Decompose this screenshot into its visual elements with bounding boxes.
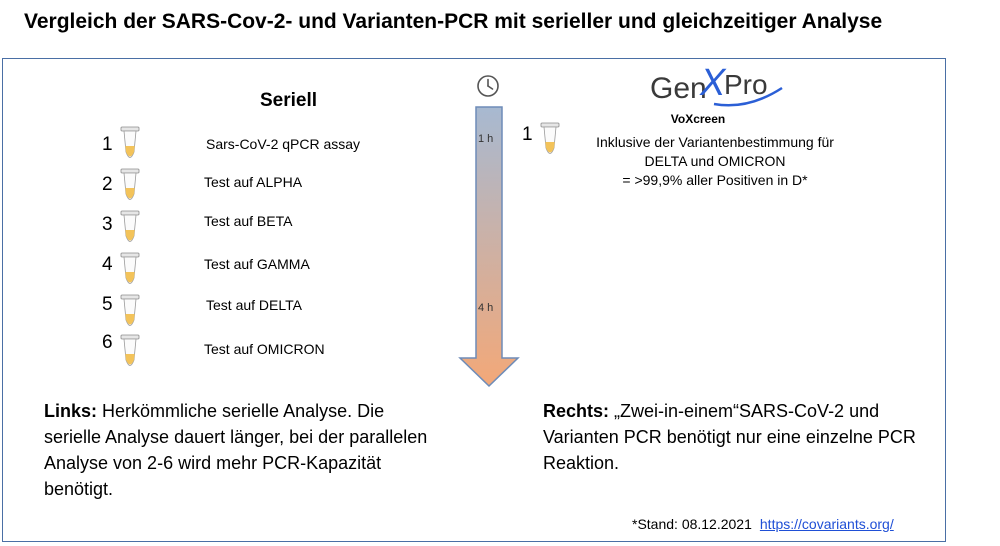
pcr-tube-icon — [540, 122, 560, 154]
serial-item-label: Test auf ALPHA — [204, 174, 303, 190]
serial-item-label: Sars-CoV-2 qPCR assay — [206, 136, 361, 152]
pcr-tube-icon — [120, 294, 140, 326]
serial-item-number: 2 — [102, 174, 113, 195]
timeline-label-end: 4 h — [478, 302, 494, 314]
serial-item-label: Test auf DELTA — [206, 297, 302, 313]
serial-item-number: 5 — [102, 294, 113, 315]
pcr-tube-icon — [120, 334, 140, 366]
pcr-tube-icon — [120, 126, 140, 158]
serial-item-number: 6 — [102, 332, 113, 353]
timeline-label-start: 1 h — [478, 133, 494, 145]
left-note-text: Herkömmliche serielle Analyse. Die serie… — [44, 401, 428, 499]
product-description-line: DELTA und OMICRON — [644, 153, 786, 169]
serial-item-number: 1 — [102, 134, 113, 155]
right-note: Rechts: „Zwei-in-einem“SARS-CoV-2 und Va… — [543, 398, 923, 476]
clock-icon — [477, 75, 499, 97]
right-item-number: 1 — [522, 124, 533, 145]
logo-text-x: X — [699, 64, 727, 104]
logo-text-gen: Gen — [650, 72, 707, 105]
right-note-label: Rechts: — [543, 401, 610, 421]
genxpro-logo: Gen X Pro — [650, 64, 783, 107]
logo-text-pro: Pro — [724, 69, 768, 100]
product-name: VoXcreen — [670, 112, 726, 126]
product-description-line: Inklusive der Variantenbestimmung für — [596, 134, 834, 150]
footnote-link[interactable]: https://covariants.org/ — [759, 516, 894, 532]
pcr-tube-icon — [120, 252, 140, 284]
serial-item-label: Test auf GAMMA — [204, 256, 310, 272]
serial-heading: Seriell — [260, 90, 318, 111]
product-description-line: = >99,9% aller Positiven in D* — [622, 172, 808, 188]
timeline-arrow — [458, 106, 520, 388]
serial-item-number: 3 — [102, 214, 113, 235]
pcr-tube-icon — [120, 168, 140, 200]
pcr-tube-icon — [120, 210, 140, 242]
footnote: *Stand: 08.12.2021 https://covariants.org… — [632, 516, 894, 532]
diagram-frame — [2, 58, 946, 542]
left-note-label: Links: — [44, 401, 98, 421]
right-note-text: „Zwei-in-einem“SARS-CoV-2 und Varianten … — [543, 401, 916, 473]
left-note: Links: Herkömmliche serielle Analyse. Di… — [44, 398, 444, 502]
footnote-text: *Stand: 08.12.2021 — [632, 516, 752, 532]
serial-item-number: 4 — [102, 254, 113, 275]
page-title: Vergleich der SARS-Cov-2- und Varianten-… — [24, 10, 883, 33]
serial-item-label: Test auf OMICRON — [204, 341, 325, 357]
product-description: Inklusive der Variantenbestimmung für DE… — [560, 133, 870, 190]
serial-item-label: Test auf BETA — [204, 213, 293, 229]
